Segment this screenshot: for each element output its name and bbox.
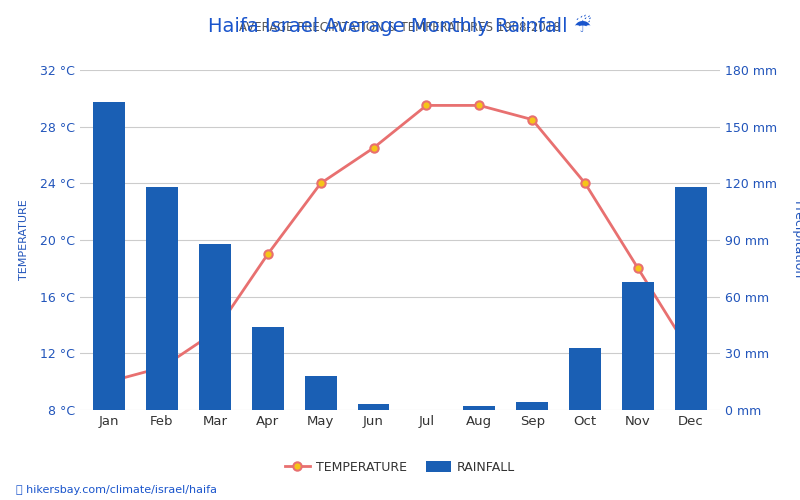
Bar [358,404,390,410]
Bar [570,348,601,410]
Y-axis label: Precipitation: Precipitation [791,201,800,279]
Bar [463,406,495,410]
Bar [252,327,284,410]
Y-axis label: TEMPERATURE: TEMPERATURE [19,200,29,280]
Legend: TEMPERATURE, RAINFALL: TEMPERATURE, RAINFALL [280,456,520,478]
Title: AVERAGE PRECIPITATION & TEMPERATURES 1908-2018: AVERAGE PRECIPITATION & TEMPERATURES 190… [239,21,561,34]
Text: Haifa Israel Average Monthly Rainfall ☔: Haifa Israel Average Monthly Rainfall ☔ [208,15,592,36]
Bar [516,402,548,410]
Bar [146,187,178,410]
Bar [94,102,125,410]
Text: 📍 hikersbay.com/climate/israel/haifa: 📍 hikersbay.com/climate/israel/haifa [16,485,217,495]
Bar [305,376,337,410]
Bar [199,244,230,410]
Bar [675,187,706,410]
Bar [622,282,654,410]
